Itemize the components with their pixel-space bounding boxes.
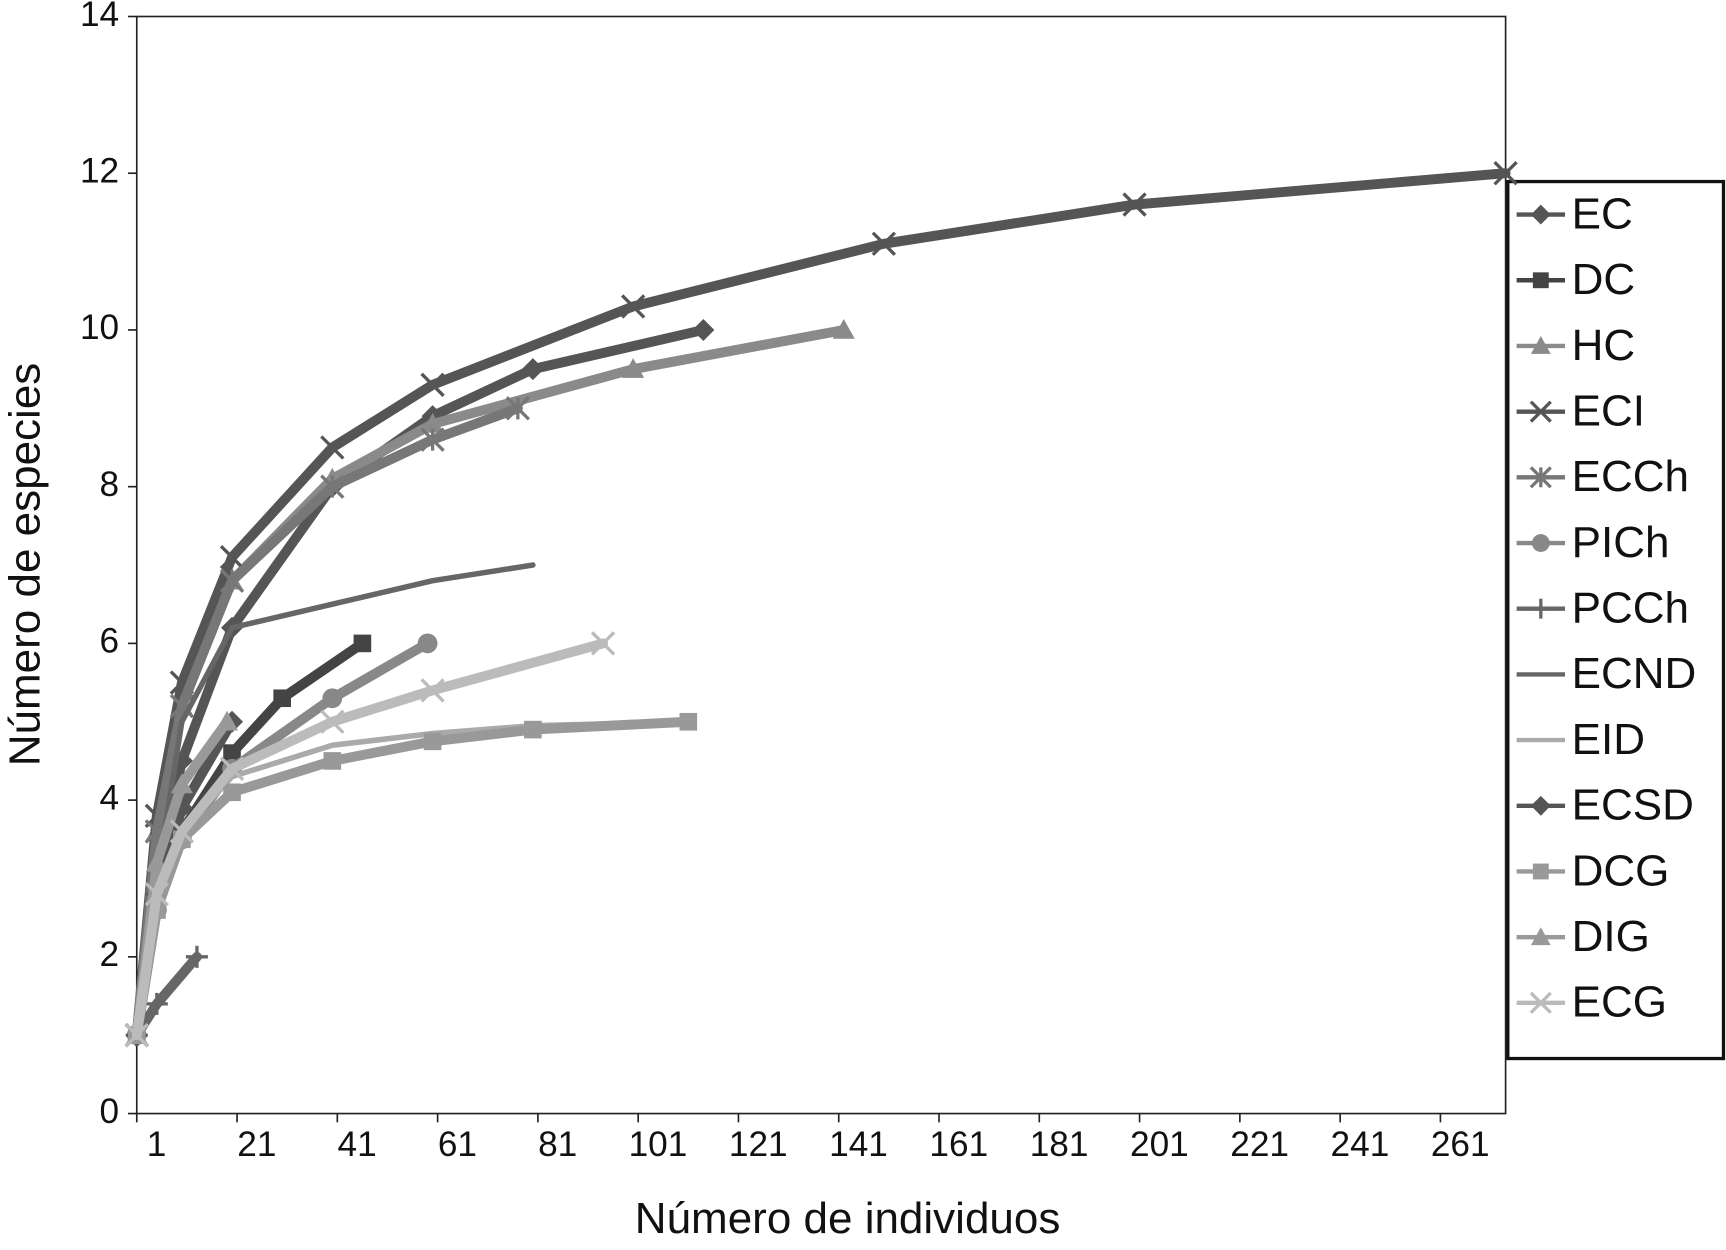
marker — [524, 720, 542, 739]
x-tick-label: 1 — [147, 1125, 167, 1164]
y-tick-label: 6 — [100, 622, 120, 661]
legend-label: EID — [1572, 715, 1645, 764]
marker — [322, 688, 343, 709]
marker — [1529, 466, 1552, 489]
x-tick-label: 41 — [338, 1125, 377, 1164]
marker — [1530, 598, 1551, 619]
marker — [323, 752, 342, 770]
y-tick-label: 8 — [100, 465, 120, 504]
x-tick-label: 181 — [1030, 1125, 1089, 1164]
x-tick-label: 61 — [438, 1125, 477, 1164]
marker — [1530, 336, 1551, 354]
legend-label: PCCh — [1572, 584, 1689, 633]
marker — [692, 318, 715, 341]
plot-frame — [135, 15, 1507, 1115]
marker — [521, 358, 544, 381]
marker — [320, 435, 345, 460]
y-tick-label: 10 — [80, 308, 119, 347]
marker — [223, 744, 241, 762]
marker — [420, 427, 445, 452]
marker — [1531, 534, 1550, 552]
marker — [320, 474, 345, 499]
marker — [1493, 161, 1518, 186]
x-tick-label: 121 — [729, 1125, 788, 1164]
legend-label: EC — [1572, 189, 1633, 238]
marker — [219, 568, 245, 593]
legend-label: DC — [1572, 255, 1636, 304]
marker — [273, 689, 291, 708]
legend-label: DIG — [1572, 912, 1650, 961]
marker — [145, 992, 168, 1015]
marker — [421, 412, 444, 433]
x-tick-label: 241 — [1331, 1125, 1390, 1164]
marker — [216, 710, 239, 731]
x-tick-label: 221 — [1230, 1125, 1289, 1164]
marker — [170, 773, 193, 794]
marker — [219, 756, 245, 781]
x-tick-label: 101 — [629, 1125, 688, 1164]
x-tick-label: 261 — [1431, 1125, 1490, 1164]
marker — [1532, 272, 1549, 289]
x-tick-label: 141 — [829, 1125, 888, 1164]
y-tick-label: 2 — [100, 935, 120, 974]
y-tick-label: 0 — [100, 1092, 120, 1131]
legend-label: DCG — [1572, 846, 1670, 895]
series-line — [131, 324, 849, 1041]
marker — [620, 294, 646, 319]
marker — [420, 678, 445, 703]
y-tick-label: 14 — [80, 0, 119, 34]
legend-label: ECSD — [1572, 781, 1694, 830]
marker — [1529, 400, 1552, 423]
x-tick-label: 21 — [237, 1125, 276, 1164]
marker — [423, 732, 442, 751]
marker — [1530, 927, 1551, 946]
legend-label: HC — [1572, 321, 1636, 370]
legend-label: ECND — [1572, 649, 1697, 698]
marker — [590, 631, 616, 656]
x-tick-label: 201 — [1130, 1125, 1189, 1164]
legend-label: ECG — [1572, 978, 1667, 1027]
marker — [223, 783, 241, 802]
marker — [1532, 863, 1549, 880]
marker — [219, 545, 245, 570]
marker — [320, 709, 345, 734]
marker — [417, 633, 438, 654]
y-axis-title: Número de especies — [0, 363, 49, 767]
legend-label: PICh — [1572, 518, 1670, 567]
marker — [505, 396, 531, 421]
legend-box — [1506, 179, 1726, 1061]
y-tick-label: 4 — [100, 778, 120, 817]
marker — [144, 881, 169, 907]
marker — [1529, 991, 1552, 1014]
x-tick-label: 81 — [538, 1125, 577, 1164]
legend-label: ECCh — [1572, 452, 1689, 501]
x-axis-title: Número de individuos — [635, 1194, 1061, 1243]
marker — [185, 945, 208, 968]
x-tick-label: 161 — [929, 1125, 988, 1164]
marker — [420, 372, 445, 397]
marker — [622, 358, 645, 378]
marker — [871, 231, 897, 256]
marker — [124, 1023, 149, 1048]
marker — [145, 851, 168, 872]
y-tick-label: 12 — [80, 152, 119, 191]
legend-label: ECI — [1572, 386, 1645, 435]
marker — [353, 634, 372, 653]
marker — [1122, 192, 1147, 217]
marker — [169, 819, 195, 844]
marker — [679, 712, 698, 731]
marker — [832, 318, 855, 339]
